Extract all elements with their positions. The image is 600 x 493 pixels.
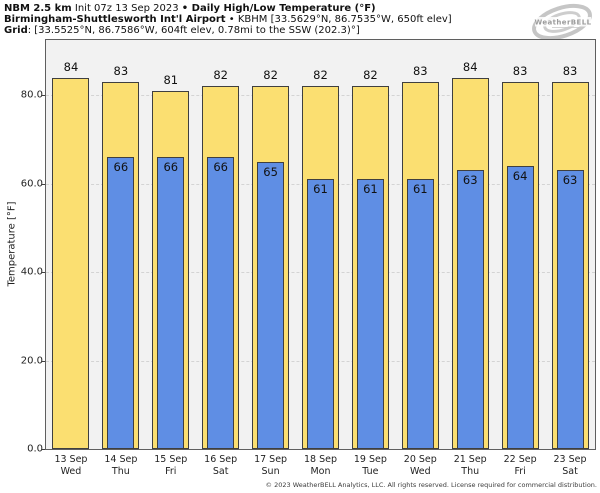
x-tick-label: 21 Sep Thu <box>453 454 487 477</box>
bar-low <box>207 157 235 449</box>
bar-low-label: 61 <box>363 182 378 197</box>
bar-high-label: 83 <box>113 64 129 78</box>
bar-high-label: 83 <box>562 64 578 78</box>
bar-high-label: 82 <box>313 68 328 83</box>
copyright: © 2023 WeatherBELL Analytics, LLC. All r… <box>265 481 597 489</box>
bar-low <box>107 157 135 449</box>
bar-low <box>157 157 185 449</box>
bar-low-label: 61 <box>412 182 428 197</box>
bar-high-label: 82 <box>213 68 228 83</box>
x-tick-label: 16 Sep Sat <box>204 454 238 477</box>
y-tick-label: 80.0 <box>20 89 43 101</box>
station-name: Birmingham-Shuttlesworth Int'l Airport <box>4 14 226 25</box>
bar-low <box>506 166 534 449</box>
header-line-2: Birmingham-Shuttlesworth Int'l Airport •… <box>4 14 452 25</box>
bar-high <box>52 77 90 449</box>
bar-low-label: 63 <box>562 173 578 188</box>
y-tick-label: 60.0 <box>20 178 43 190</box>
y-tick-label: 40.0 <box>20 266 43 278</box>
bar-low <box>556 170 584 449</box>
bar-low-label: 64 <box>512 169 528 184</box>
y-tick-mark <box>41 183 45 185</box>
x-tick-label: 20 Sep Wed <box>403 454 437 477</box>
bar-low <box>456 170 484 449</box>
x-tick-label: 17 Sep Sun <box>254 454 288 477</box>
bar-high-label: 84 <box>462 59 478 74</box>
y-tick-mark <box>41 272 45 274</box>
bar-low <box>356 179 384 449</box>
x-tick-label: 19 Sep Tue <box>353 454 387 477</box>
logo-text: WeatherBELL <box>535 19 592 27</box>
bar-low-label: 66 <box>113 160 129 175</box>
y-tick-mark <box>41 95 45 97</box>
x-tick-label: 22 Sep Fri <box>503 454 537 477</box>
chart-header: NBM 2.5 km Init 07z 13 Sep 2023 • Daily … <box>4 3 452 36</box>
y-tick-label: 20.0 <box>20 355 43 367</box>
bar-high-label: 82 <box>363 68 378 83</box>
header-line-1: NBM 2.5 km Init 07z 13 Sep 2023 • Daily … <box>4 3 452 14</box>
grid-label: Grid <box>4 25 28 36</box>
station-coords: • KBHM [33.5629°N, 86.7535°W, 650ft elev… <box>225 14 452 25</box>
chart-title: • Daily High/Low Temperature (°F) <box>181 3 376 14</box>
model-name: NBM 2.5 km <box>4 3 72 14</box>
grid-coords: : [33.5525°N, 86.7586°W, 604ft elev, 0.7… <box>27 25 360 36</box>
y-tick-mark <box>41 360 45 362</box>
bar-high-label: 82 <box>263 68 278 83</box>
bar-high-label: 83 <box>512 64 528 78</box>
x-tick-label: 14 Sep Thu <box>104 454 138 477</box>
x-tick-label: 15 Sep Fri <box>154 454 188 477</box>
plot-area: 84 83 66 81 66 82 66 82 65 82 61 82 61 83 61 84 63 83 64 83… <box>45 39 596 450</box>
x-tick-label: 23 Sep Sat <box>553 454 587 477</box>
bar-low <box>257 161 285 449</box>
weatherbell-logo: WeatherBELL <box>526 2 598 42</box>
bar-low-label: 65 <box>263 164 278 179</box>
y-tick-label: 0.0 <box>27 443 43 455</box>
y-tick-mark <box>41 449 45 450</box>
bar-low-label: 63 <box>462 173 478 188</box>
bar-high-label: 81 <box>163 72 179 87</box>
x-tick-label: 13 Sep Wed <box>54 454 88 477</box>
header-line-3: Grid: [33.5525°N, 86.7586°W, 604ft elev,… <box>4 25 452 36</box>
bar-low-label: 66 <box>163 160 179 175</box>
bar-high-label: 84 <box>63 59 79 74</box>
init-time: Init 07z 13 Sep 2023 <box>71 3 182 14</box>
bar-low <box>406 179 434 449</box>
swirl-icon: WeatherBELL <box>532 3 592 41</box>
bar-high-label: 83 <box>412 64 428 78</box>
bar-low-label: 66 <box>213 160 228 175</box>
bar-low-label: 61 <box>313 182 328 197</box>
x-tick-label: 18 Sep Mon <box>303 454 337 477</box>
bar-low <box>307 179 334 449</box>
